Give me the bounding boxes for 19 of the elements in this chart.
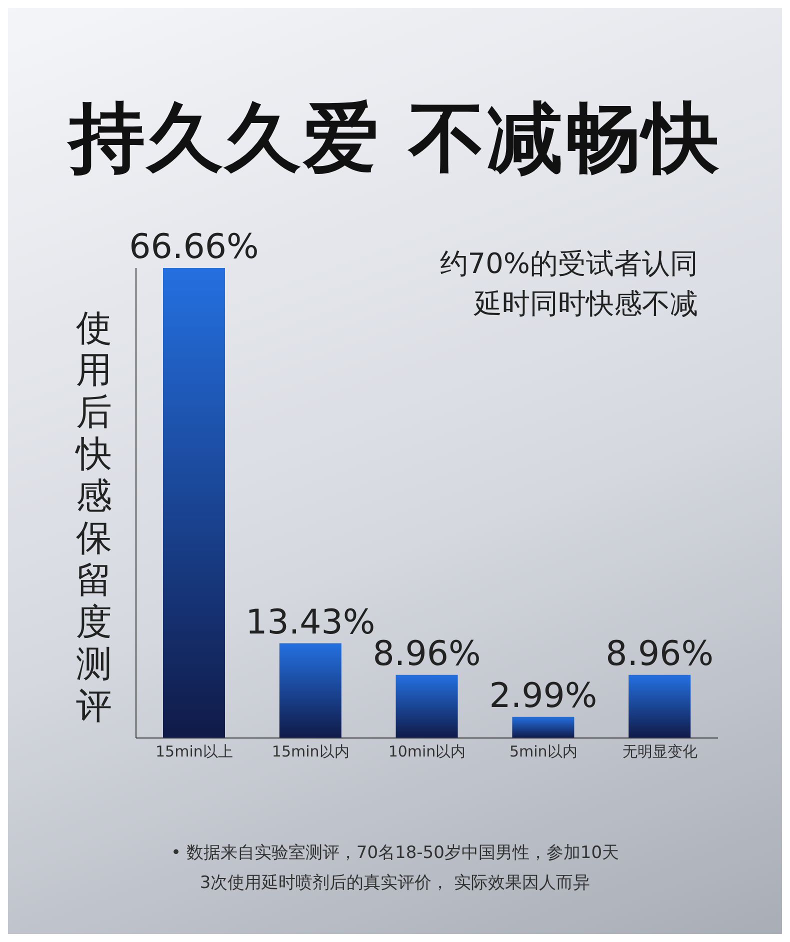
data-label: 8.96% bbox=[606, 634, 714, 674]
annotation: 约70%的受试者认同延时同时快感不减 bbox=[438, 246, 698, 322]
text: 使用后快感保留度测评 bbox=[76, 308, 112, 727]
x-tick-label: 10min以内 bbox=[388, 742, 466, 761]
bar bbox=[512, 716, 574, 738]
x-tick-label: 5min以内 bbox=[509, 742, 578, 761]
x-tick-label: 15min以内 bbox=[272, 742, 350, 761]
data-label: 66.66% bbox=[129, 227, 259, 267]
data-label: 8.96% bbox=[372, 634, 481, 674]
bar bbox=[163, 268, 225, 738]
bar bbox=[279, 643, 342, 738]
chart-title: 持久久爱 不减畅快 bbox=[66, 92, 722, 184]
data-label: 13.43% bbox=[246, 602, 376, 642]
x-tick-label: 15min以上 bbox=[156, 742, 233, 761]
data-label: 2.99% bbox=[489, 676, 598, 716]
text: • 数据来自实验室测评，70名18-50岁中国男性，参加10天3次使用延时喷剂后的真实评价， 实际效果因人而异 bbox=[170, 842, 620, 895]
bar bbox=[628, 674, 691, 738]
bar bbox=[396, 674, 458, 738]
x-tick-label: 无明显变化 bbox=[622, 742, 698, 761]
